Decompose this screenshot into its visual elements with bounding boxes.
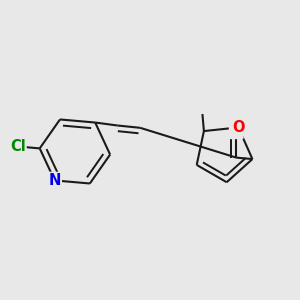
Text: O: O	[232, 120, 244, 135]
Text: Cl: Cl	[10, 139, 26, 154]
Text: N: N	[49, 173, 61, 188]
Text: O: O	[230, 123, 242, 138]
